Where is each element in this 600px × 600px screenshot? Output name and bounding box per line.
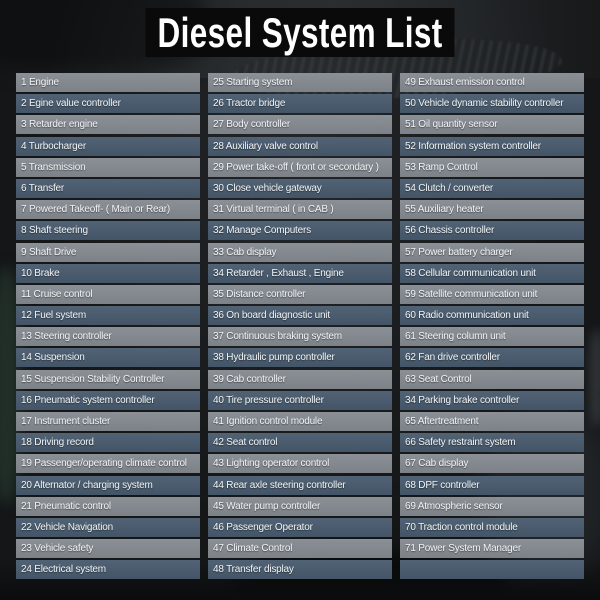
list-item: 17 Instrument cluster xyxy=(16,412,200,431)
list-item: 29 Power take-off ( front or secondary ) xyxy=(208,157,392,177)
list-item: 22 Vehicle Navigation xyxy=(16,517,200,537)
list-item: 33 Cab display xyxy=(208,242,392,262)
list-item: 71 Power System Manager xyxy=(400,539,584,559)
list-item: 46 Passenger Operator xyxy=(208,517,392,537)
empty-row xyxy=(400,560,584,580)
list-item: 52 Information system controller xyxy=(400,136,584,156)
system-column-3: 49 Exhaust emission control 50 Vehicle dy… xyxy=(400,73,584,582)
bg-layer-right-smudge xyxy=(589,330,600,425)
list-item: 26 Tractor bridge xyxy=(208,94,392,114)
system-column-2: 25 Starting system 26 Tractor bridge 27 Bo… xyxy=(208,73,392,582)
list-item: 54 Clutch / converter xyxy=(400,178,584,198)
list-item: 8 Shaft steering xyxy=(16,221,200,241)
list-item: 20 Alternator / charging system xyxy=(16,475,200,495)
list-item: 57 Power battery charger xyxy=(400,242,584,262)
list-item: 58 Cellular communication unit xyxy=(400,263,584,283)
list-item: 65 Aftertreatment xyxy=(400,412,584,431)
list-item: 43 Lighting operator control xyxy=(208,454,392,474)
list-item: 4 Turbocharger xyxy=(16,136,200,156)
list-item: 37 Continuous braking system xyxy=(208,327,392,347)
bg-layer-green-blob xyxy=(0,268,20,503)
list-item: 49 Exhaust emission control xyxy=(400,73,584,92)
list-item: 34 Retarder , Exhaust , Engine xyxy=(208,263,392,283)
list-item: 67 Cab display xyxy=(400,454,584,474)
list-item: 7 Powered Takeoff- ( Main or Rear) xyxy=(16,200,200,220)
list-item: 30 Close vehicle gateway xyxy=(208,178,392,198)
list-item: 18 Driving record xyxy=(16,433,200,453)
list-item: 21 Pneumatic control xyxy=(16,496,200,516)
list-item: 5 Transmission xyxy=(16,157,200,177)
list-item: 59 Satellite communication unit xyxy=(400,284,584,304)
list-item: 39 Cab controller xyxy=(208,369,392,389)
list-item: 34 Parking brake controller xyxy=(400,390,584,410)
list-item: 19 Passenger/operating climate control xyxy=(16,454,200,474)
list-item: 48 Transfer display xyxy=(208,560,392,580)
list-item: 47 Climate Control xyxy=(208,539,392,559)
list-item: 42 Seat control xyxy=(208,433,392,453)
list-item: 55 Auxiliary heater xyxy=(400,200,584,220)
list-item: 11 Cruise control xyxy=(16,284,200,304)
list-item: 2 Egine value controller xyxy=(16,94,200,114)
list-item: 24 Electrical system xyxy=(16,560,200,580)
list-item: 56 Chassis controller xyxy=(400,221,584,241)
list-item: 31 Virtual terminal ( in CAB ) xyxy=(208,200,392,220)
list-item: 14 Suspension xyxy=(16,348,200,368)
list-item: 35 Distance controller xyxy=(208,284,392,304)
list-item: 38 Hydraulic pump controller xyxy=(208,348,392,368)
list-item: 51 Oil quantity sensor xyxy=(400,115,584,135)
list-item: 16 Pneumatic system controller xyxy=(16,390,200,410)
list-item: 28 Auxiliary valve control xyxy=(208,136,392,156)
list-item: 41 Ignition control module xyxy=(208,412,392,431)
list-item: 10 Brake xyxy=(16,263,200,283)
list-item: 1 Engine xyxy=(16,73,200,92)
system-list: 1 Engine 2 Egine value controller 3 Retard… xyxy=(16,73,584,582)
system-column-1: 1 Engine 2 Egine value controller 3 Retard… xyxy=(16,73,200,582)
list-item: 44 Rear axle steering controller xyxy=(208,475,392,495)
list-item: 50 Vehicle dynamic stability controller xyxy=(400,94,584,114)
list-item: 13 Steering controller xyxy=(16,327,200,347)
list-item: 53 Ramp Control xyxy=(400,157,584,177)
list-item: 69 Atmospheric sensor xyxy=(400,496,584,516)
list-item: 27 Body controller xyxy=(208,115,392,135)
list-item: 23 Vehicle safety xyxy=(16,539,200,559)
title-bar: Diesel System List xyxy=(0,8,600,57)
list-item: 70 Traction control module xyxy=(400,517,584,537)
list-item: 6 Transfer xyxy=(16,178,200,198)
list-item: 68 DPF controller xyxy=(400,475,584,495)
list-item: 61 Steering column unit xyxy=(400,327,584,347)
list-item: 62 Fan drive controller xyxy=(400,348,584,368)
list-item: 45 Water pump controller xyxy=(208,496,392,516)
list-item: 12 Fuel system xyxy=(16,306,200,326)
list-item: 15 Suspension Stability Controller xyxy=(16,369,200,389)
list-item: 40 Tire pressure controller xyxy=(208,390,392,410)
list-item: 32 Manage Computers xyxy=(208,221,392,241)
list-item: 3 Retarder engine xyxy=(16,115,200,135)
page-title: Diesel System List xyxy=(145,8,455,57)
list-item: 36 On board diagnostic unit xyxy=(208,306,392,326)
list-item: 9 Shaft Drive xyxy=(16,242,200,262)
list-item: 60 Radio communication unit xyxy=(400,306,584,326)
list-item: 63 Seat Control xyxy=(400,369,584,389)
list-item: 25 Starting system xyxy=(208,73,392,92)
list-item: 66 Safety restraint system xyxy=(400,433,584,453)
